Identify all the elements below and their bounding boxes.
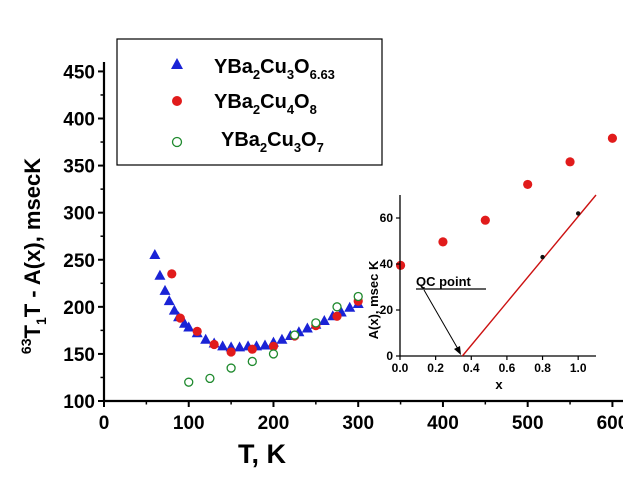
point-ybco663 xyxy=(276,333,288,344)
legend-box xyxy=(116,38,383,166)
y-label-sup: 63 xyxy=(18,338,34,354)
y-label-rest: T - A(x), msecK xyxy=(20,158,45,317)
point-y124 xyxy=(480,215,490,225)
main-x-tick-label: 0 xyxy=(99,413,110,434)
point-y124 xyxy=(247,344,257,354)
legend-marker-triangle xyxy=(171,58,183,69)
point-ybco663 xyxy=(149,249,161,260)
inset-x-tick-label: 0.6 xyxy=(499,361,516,375)
point-y124 xyxy=(565,157,575,167)
main-x-tick-label: 300 xyxy=(342,413,374,434)
point-ybco663 xyxy=(217,340,229,351)
main-axes: 0100200300400500600700100150200250300350… xyxy=(63,62,623,434)
inset-data-point xyxy=(540,254,545,260)
qc-point-arrow xyxy=(423,289,459,350)
main-y-tick-label: 400 xyxy=(63,110,95,131)
main-x-tick-label: 600 xyxy=(597,413,623,434)
svg-text:63T1T - A(x), msecK: 63T1T - A(x), msecK xyxy=(18,158,49,354)
point-ybco663 xyxy=(154,269,166,280)
point-ybco663 xyxy=(183,321,195,332)
inset-fit-line xyxy=(461,194,597,357)
main-x-tick-label: 400 xyxy=(427,413,459,434)
main-x-tick-label: 100 xyxy=(173,413,205,434)
inset-x-tick-label: 0.8 xyxy=(534,361,551,375)
point-y124 xyxy=(438,237,448,247)
point-ybco7 xyxy=(247,356,257,367)
point-ybco663 xyxy=(301,322,313,333)
legend-entry-2: YBa2Cu4O8 xyxy=(214,91,317,117)
main-y-tick-label: 150 xyxy=(63,345,95,366)
inset-x-tick-label: 0.2 xyxy=(427,361,444,375)
inset-y-tick-label: 0 xyxy=(386,349,393,363)
point-ybco7 xyxy=(205,373,215,384)
point-ybco663 xyxy=(318,314,330,325)
legend-entry-3: YBa2Cu3O7 xyxy=(221,129,324,155)
point-ybco7 xyxy=(290,330,300,340)
inset-data-point xyxy=(575,211,581,216)
inset-y-tick-label: 20 xyxy=(380,303,394,317)
point-y124 xyxy=(332,311,342,321)
point-y124 xyxy=(192,326,202,336)
main-x-axis-label: T, K xyxy=(238,439,287,469)
point-y124 xyxy=(209,339,219,350)
point-ybco663 xyxy=(159,284,171,295)
point-y124 xyxy=(523,179,533,190)
legend-entry-1: YBa2Cu3O6.63 xyxy=(214,56,335,82)
point-ybco7 xyxy=(226,363,236,373)
point-ybco7 xyxy=(353,291,363,302)
inset-y-tick-label: 40 xyxy=(380,257,394,271)
inset-x-axis-label: x xyxy=(495,377,503,392)
point-ybco663 xyxy=(344,301,356,312)
main-y-tick-label: 200 xyxy=(63,298,95,319)
inset-x-tick-label: 0.0 xyxy=(392,361,409,375)
point-ybco7 xyxy=(184,377,194,387)
qc-point-arrowhead xyxy=(454,346,461,355)
inset-x-tick-label: 1.0 xyxy=(570,361,587,375)
main-y-tick-label: 100 xyxy=(63,392,95,413)
point-ybco663 xyxy=(234,341,246,352)
main-x-tick-label: 200 xyxy=(258,413,290,434)
inset-series xyxy=(461,194,597,357)
main-x-tick-label: 500 xyxy=(512,413,544,434)
point-ybco663 xyxy=(200,333,212,344)
inset-annotation-qc-point: QC point xyxy=(416,274,472,289)
point-ybco7 xyxy=(268,349,279,359)
main-y-axis-label: 63T1T - A(x), msecK xyxy=(18,158,49,354)
point-y124 xyxy=(226,347,236,357)
inset-y-tick-label: 60 xyxy=(380,211,394,225)
legend-marker-open-circle xyxy=(171,136,183,148)
inset-y-axis-label: A(x), msec K xyxy=(366,260,381,339)
inset-x-tick-label: 0.4 xyxy=(463,361,480,375)
point-ybco7 xyxy=(332,302,342,312)
main-y-tick-label: 350 xyxy=(63,157,95,178)
y-label-sub: 1 xyxy=(33,317,49,325)
point-y124 xyxy=(268,341,279,351)
point-y124 xyxy=(175,313,185,323)
legend: YBa2Cu3O6.63 YBa2Cu4O8 YBa2Cu3O7 xyxy=(116,38,383,166)
y-label-t: T xyxy=(20,325,45,339)
main-y-tick-label: 250 xyxy=(63,251,95,272)
inset-axes: 0.0 0.2 0.4 0.6 0.8 1.0 0 20 40 60 xyxy=(380,195,596,375)
point-ybco663 xyxy=(163,295,175,306)
main-y-tick-label: 300 xyxy=(63,204,95,225)
point-ybco663 xyxy=(168,304,180,315)
point-y124 xyxy=(167,269,177,279)
main-y-tick-label: 450 xyxy=(63,62,95,83)
point-y124 xyxy=(607,133,618,143)
legend-marker-circle xyxy=(172,96,182,106)
main-series xyxy=(149,133,618,387)
point-ybco7 xyxy=(311,318,321,328)
point-ybco663 xyxy=(259,339,271,350)
